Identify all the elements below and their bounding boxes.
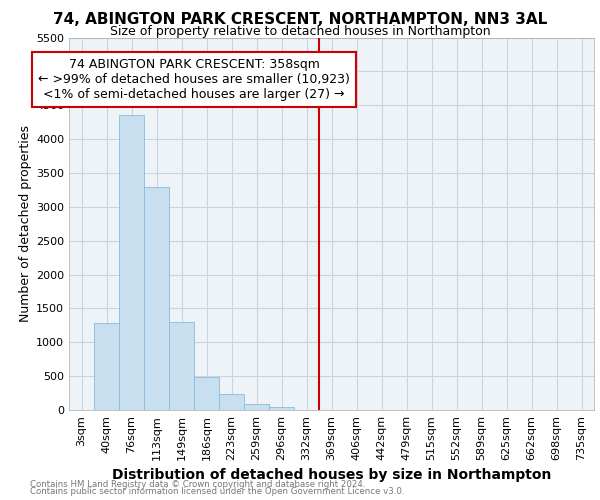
Bar (144, 186, 169, 410)
Bar (244, 404, 269, 410)
Text: 74 ABINGTON PARK CRESCENT: 358sqm
← >99% of detached houses are smaller (10,923): 74 ABINGTON PARK CRESCENT: 358sqm ← >99%… (38, 58, 350, 101)
Text: 74, ABINGTON PARK CRESCENT, NORTHAMPTON, NN3 3AL: 74, ABINGTON PARK CRESCENT, NORTHAMPTON,… (53, 12, 547, 28)
Text: Size of property relative to detached houses in Northampton: Size of property relative to detached ho… (110, 25, 490, 38)
Text: Contains HM Land Registry data © Crown copyright and database right 2024.: Contains HM Land Registry data © Crown c… (30, 480, 365, 489)
Bar (194, 378, 219, 410)
Text: Contains public sector information licensed under the Open Government Licence v3: Contains public sector information licen… (30, 488, 404, 496)
Bar (269, 407, 294, 410)
Bar (169, 322, 194, 410)
X-axis label: Distribution of detached houses by size in Northampton: Distribution of detached houses by size … (112, 468, 551, 482)
Y-axis label: Number of detached properties: Number of detached properties (19, 125, 32, 322)
Bar (94, 324, 119, 410)
Bar (219, 394, 244, 410)
Bar (119, 116, 144, 410)
